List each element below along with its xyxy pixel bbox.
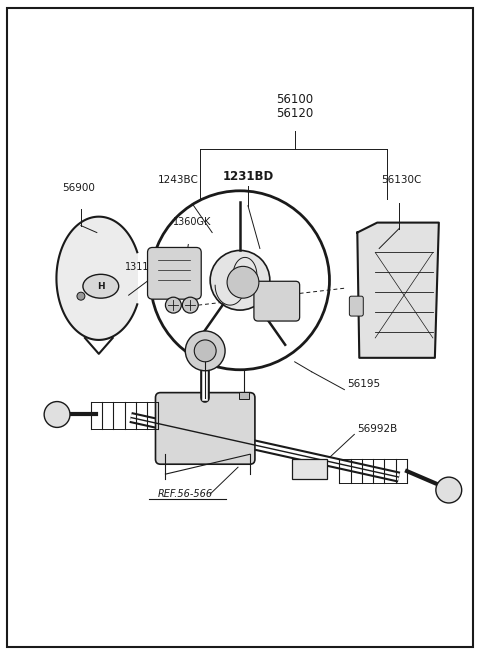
- Circle shape: [436, 477, 462, 503]
- FancyBboxPatch shape: [156, 392, 255, 464]
- Ellipse shape: [83, 274, 119, 298]
- Text: 56900: 56900: [62, 183, 96, 193]
- Circle shape: [227, 267, 259, 298]
- FancyBboxPatch shape: [239, 392, 249, 399]
- Text: REF.56-566: REF.56-566: [158, 489, 213, 499]
- Polygon shape: [57, 217, 137, 340]
- Text: 56100: 56100: [276, 93, 313, 106]
- Circle shape: [185, 331, 225, 371]
- FancyBboxPatch shape: [147, 248, 201, 299]
- Text: 1231BD: 1231BD: [222, 170, 274, 183]
- Circle shape: [166, 297, 181, 313]
- Circle shape: [77, 292, 85, 300]
- Polygon shape: [357, 223, 439, 358]
- Circle shape: [194, 340, 216, 362]
- FancyBboxPatch shape: [349, 296, 363, 316]
- Circle shape: [210, 250, 270, 310]
- Text: 56130C: 56130C: [381, 175, 421, 185]
- Text: H: H: [97, 282, 105, 291]
- Text: 56120: 56120: [276, 107, 313, 121]
- FancyBboxPatch shape: [254, 281, 300, 321]
- Text: 56992B: 56992B: [357, 424, 397, 434]
- Circle shape: [182, 297, 198, 313]
- Text: 1243BC: 1243BC: [158, 175, 199, 185]
- Text: 1311HA: 1311HA: [125, 262, 164, 272]
- FancyBboxPatch shape: [292, 459, 327, 479]
- Circle shape: [44, 402, 70, 428]
- Text: 1360GK: 1360GK: [173, 217, 212, 227]
- Text: 56195: 56195: [348, 379, 381, 388]
